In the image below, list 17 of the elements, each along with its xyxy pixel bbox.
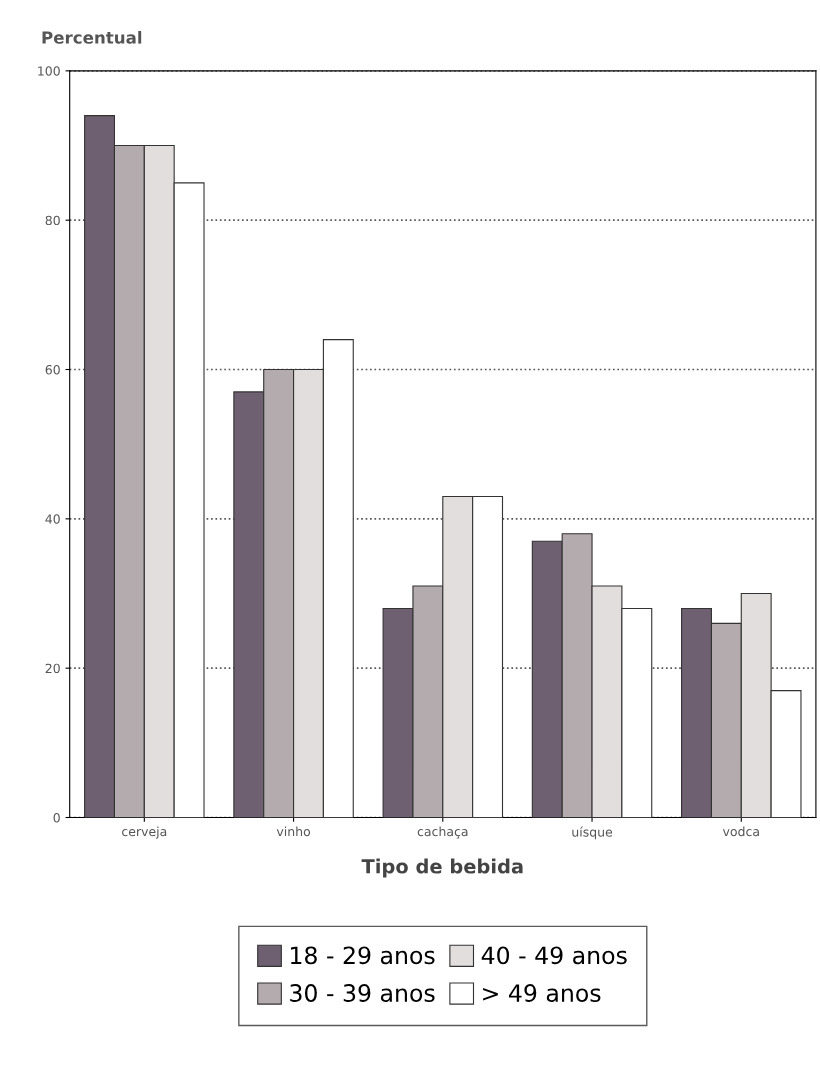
x-tick-label: uísque [572,826,613,840]
y-tick-label: 40 [45,514,60,524]
y-tick-label: 60 [45,364,60,375]
y-tick-label: 20 [45,663,60,674]
x-tick-label: vinho [276,826,311,837]
x-tick-label: vodca [722,826,759,837]
y-tick-label: 0 [53,812,60,823]
y-tick-label: 80 [45,215,60,226]
legend-label: 30 - 39 anos [290,984,435,1002]
x-axis-title: Tipo de bebida [361,858,523,878]
legend-label: 40 - 49 anos [481,946,627,965]
y-axis-title: Percentual [42,30,142,44]
legend-label: 18 - 29 anos [291,946,435,965]
x-tick-label: cerveja [122,826,167,839]
y-tick-label: 100 [38,66,60,76]
legend-label: > 49 anos [483,984,601,1002]
x-tick-label: cachaça [417,826,468,839]
